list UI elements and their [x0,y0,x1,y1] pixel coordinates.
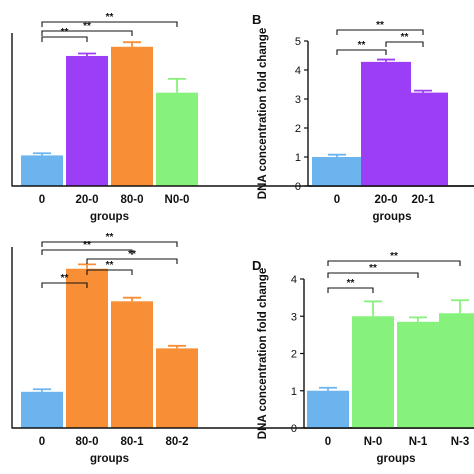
y-tick-label: 0 [291,423,297,435]
y-tick-label: 1 [295,152,301,164]
bar [111,46,153,186]
significance-label: ** [106,232,114,243]
significance-bracket [336,29,424,35]
y-tick-label: 5 [295,36,301,48]
bar [312,157,362,186]
x-tick-label: N-0 [364,436,383,448]
bar [66,268,108,428]
significance-label: ** [83,240,91,251]
significance-label: ** [390,251,398,262]
x-tick-label: 80-1 [120,436,144,448]
significance-label: ** [106,12,114,23]
x-tick-label: 80-2 [165,436,188,448]
significance-bracket [41,36,88,42]
chart-panel: B 0 1 2 3 4 5 DNA concentration fold change 0 20-… [252,12,474,223]
y-axis-label: DNA concentration fold change [257,268,269,439]
significance-bracket [41,282,88,288]
x-tick-label: 80-0 [120,194,143,206]
chart-panel: 0 20-0 80-0 N0-0 groups ** ** ** [11,12,474,223]
significance-label: ** [83,21,91,32]
bar [156,92,198,186]
y-tick-label: 2 [295,123,301,135]
x-tick-label: 20-0 [374,194,397,206]
x-axis-label: groups [373,211,412,223]
x-tick-label: 80-0 [75,436,98,448]
bar [439,313,474,428]
significance-bracket [86,258,178,264]
bar [21,391,63,428]
significance-label: ** [376,20,384,31]
x-tick-label: 20-0 [75,194,98,206]
y-tick-label: 2 [291,349,297,361]
bar [111,301,153,428]
bar [398,92,448,186]
significance-bracket [41,30,133,36]
chart-panel: 0 80-0 80-1 80-2 groups ** ** ** ** ** [11,232,474,465]
y-tick-label: 1 [291,386,297,398]
x-tick-label: N0-0 [165,194,190,206]
significance-bracket [385,41,424,47]
significance-bracket [336,49,387,55]
x-tick-label: 0 [39,194,45,206]
y-axis-label: DNA concentration fold change [257,28,269,199]
chart-panel: D 0 1 2 3 4 DNA concentration fold change 0 N-0 N… [252,251,474,465]
significance-label: ** [369,263,377,274]
y-tick-label: 3 [295,94,301,106]
x-tick-label: N-3 [451,436,470,448]
significance-label: ** [61,273,69,284]
y-tick-label: 3 [291,311,297,323]
significance-label: ** [401,32,409,43]
panel-letter: D [252,258,261,273]
x-tick-label: 0 [39,436,45,448]
significance-bracket [41,249,133,255]
bar [156,348,198,428]
significance-label: ** [106,260,114,271]
panel-letter: B [252,12,261,27]
x-axis-label: groups [377,453,416,465]
y-tick-label: 0 [295,181,301,193]
bar [66,55,108,187]
bar [397,321,439,428]
significance-label: ** [347,278,355,289]
x-axis-label: groups [90,453,129,465]
significance-bracket [41,241,178,247]
significance-bracket [41,21,178,27]
bar [352,316,394,428]
y-tick-label: 4 [295,65,301,77]
x-axis-label: groups [90,211,129,223]
significance-bracket [327,272,419,278]
significance-label: ** [358,40,366,51]
x-tick-label: N-1 [409,436,428,448]
bar [21,155,63,186]
significance-bracket [86,269,133,275]
x-tick-label: 0 [334,194,340,206]
significance-bracket [327,260,461,266]
bar [307,390,349,428]
y-tick-label: 4 [291,274,297,286]
significance-bracket [327,287,374,293]
x-tick-label: 20-1 [411,194,435,206]
x-tick-label: 0 [325,436,331,448]
significance-label: ** [61,27,69,38]
